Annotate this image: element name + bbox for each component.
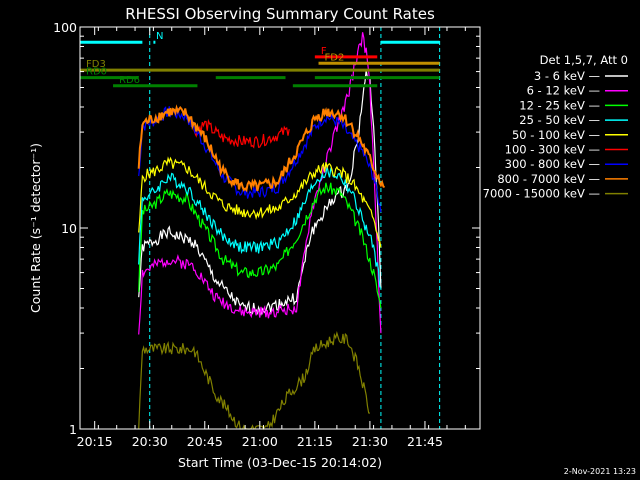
flag-label-4: RD0 [86, 67, 107, 78]
legend-label-0: 3 - 6 keV — [534, 69, 600, 83]
legend-label-1: 6 - 12 keV — [527, 84, 600, 98]
flag-label-0: N [156, 31, 163, 42]
x-tick-label-2: 20:45 [187, 434, 223, 449]
flag-label-5: RD6 [119, 75, 140, 86]
series-line-2 [138, 182, 382, 309]
legend-label-4: 50 - 100 keV — [512, 128, 600, 142]
series-line-0 [138, 69, 382, 316]
series-line-7 [137, 104, 385, 193]
legend-label-7: 800 - 7000 keV — [497, 172, 600, 186]
x-tick-label-3: 21:00 [242, 434, 278, 449]
x-tick-label-6: 21:45 [407, 434, 443, 449]
x-axis-label: Start Time (03-Dec-15 20:14:02) [178, 455, 382, 470]
flag-label-3: FD3 [86, 59, 106, 70]
y-axis-label: Count Rate (s⁻¹ detector⁻¹) [28, 143, 43, 313]
y-tick-label-1: 10 [61, 221, 77, 236]
y-axis: 1 10 100 [53, 20, 480, 437]
series-line-5 [193, 118, 290, 149]
legend-label-5: 100 - 300 keV — [505, 143, 600, 157]
x-tick-label-5: 21:30 [352, 434, 388, 449]
legend-title: Det 1,5,7, Att 0 [540, 53, 628, 67]
legend: Det 1,5,7, Att 0 3 - 6 keV —6 - 12 keV —… [483, 53, 628, 201]
legend-label-3: 25 - 50 keV — [519, 113, 600, 127]
legend-label-8: 7000 - 15000 keV — [483, 187, 600, 201]
x-tick-label-4: 21:15 [297, 434, 333, 449]
chart-title: RHESSI Observing Summary Count Rates [125, 5, 435, 23]
legend-label-6: 300 - 800 keV — [505, 157, 600, 171]
x-tick-label-0: 20:15 [77, 434, 113, 449]
y-tick-label-0: 1 [69, 422, 77, 437]
footer-timestamp: 2-Nov-2021 13:23 [564, 467, 636, 476]
series-line-4 [138, 156, 382, 248]
x-tick-label-1: 20:30 [132, 434, 168, 449]
flag-label-1: F [321, 46, 327, 57]
x-axis: 20:15 20:30 20:45 21:00 21:15 21:30 21:45 [77, 27, 466, 449]
flag-label-2: FD2 [325, 52, 345, 63]
series-line-3 [138, 166, 382, 289]
y-tick-label-2: 100 [53, 20, 77, 35]
legend-label-2: 12 - 25 keV — [519, 98, 600, 112]
